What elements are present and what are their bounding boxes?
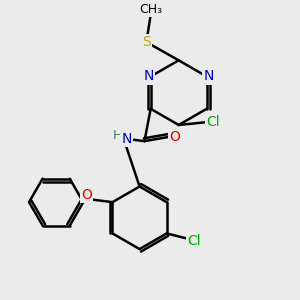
Text: S: S — [142, 35, 151, 49]
Text: Cl: Cl — [206, 116, 219, 129]
Text: CH₃: CH₃ — [139, 3, 162, 16]
Text: N: N — [204, 70, 214, 83]
Text: N: N — [143, 70, 154, 83]
Text: O: O — [81, 188, 92, 203]
Text: N: N — [122, 131, 132, 146]
Text: Cl: Cl — [187, 234, 201, 248]
Text: O: O — [169, 130, 180, 144]
Text: H: H — [112, 129, 122, 142]
